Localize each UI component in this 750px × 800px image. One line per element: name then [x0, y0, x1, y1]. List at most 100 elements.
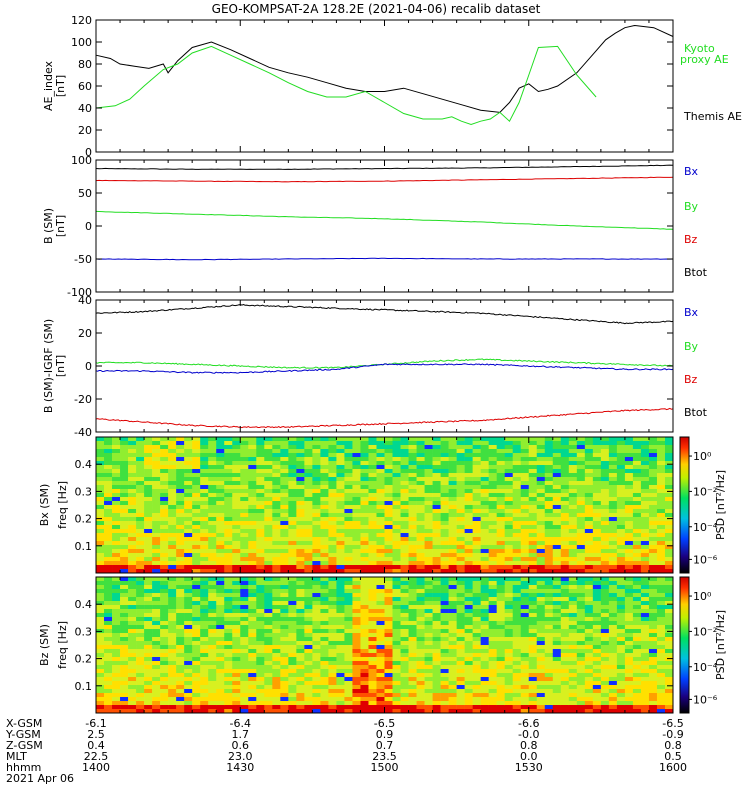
spectrogram-cell: [176, 669, 185, 674]
spectrogram-cell: [640, 453, 650, 458]
spectrogram-cell: [264, 521, 273, 526]
spectrogram-cell: [576, 625, 586, 630]
spectrogram-cell: [320, 613, 329, 618]
spectrogram-cell: [512, 697, 522, 702]
spectrogram-cell: [176, 597, 185, 602]
spectrogram-cell: [384, 549, 393, 554]
spectrogram-cell: [288, 533, 297, 538]
spectrogram-cell: [136, 701, 145, 706]
spectrogram-cell: [544, 509, 554, 514]
spectrogram-cell: [392, 529, 401, 534]
spectrogram-cell: [256, 545, 265, 550]
spectrogram-cell: [192, 449, 201, 454]
spectrogram-cell: [360, 521, 369, 526]
spectrogram-cell: [552, 497, 562, 502]
spectrogram-cell: [240, 445, 249, 450]
spectrogram-cell: [328, 441, 337, 446]
spectrogram-cell: [200, 693, 209, 698]
spectrogram-cell: [480, 621, 489, 626]
spectrogram-cell: [256, 657, 265, 662]
spectrogram-cell: [640, 473, 650, 478]
spectrogram-cell: [592, 473, 602, 478]
spectrogram-cell: [360, 517, 369, 522]
spectrogram-cell: [136, 609, 145, 614]
spectrogram-cell: [128, 597, 137, 602]
spectrogram-cell: [488, 525, 497, 530]
spectrogram-cell: [576, 641, 586, 646]
spectrogram-cell: [472, 701, 481, 706]
spectrogram-cell: [496, 569, 505, 574]
spectrogram-cell: [440, 577, 449, 582]
spectrogram-cell: [632, 493, 642, 498]
spectrogram-cell: [416, 465, 425, 470]
dbsm-legend-by: By: [684, 340, 699, 353]
spectrogram-cell: [448, 549, 457, 554]
spectrogram-cell: [520, 481, 530, 486]
spectrogram-cell: [608, 669, 618, 674]
spectrogram-cell: [376, 653, 385, 658]
spectrogram-cell: [520, 541, 530, 546]
spectrogram-cell: [424, 549, 433, 554]
spectrogram-cell: [272, 637, 281, 642]
spectrogram-cell: [144, 581, 153, 586]
spectrogram-cell: [320, 701, 329, 706]
spectrogram-cell: [624, 509, 634, 514]
spectrogram-cell: [144, 521, 153, 526]
spectrogram-cell: [224, 693, 233, 698]
spectrogram-cell: [360, 553, 369, 558]
spectrogram-cell: [424, 569, 433, 574]
spectrogram-cell: [256, 593, 265, 598]
spectrogram-cell: [368, 449, 377, 454]
spectrogram-cell: [336, 585, 345, 590]
spectrogram-cell: [256, 585, 265, 590]
spectrogram-cell: [336, 593, 345, 598]
spectrogram-cell: [464, 581, 473, 586]
spectrogram-cell: [184, 553, 193, 558]
spectrogram-cell: [232, 569, 241, 574]
spectrogram-cell: [584, 677, 594, 682]
spectrogram-cell: [496, 461, 505, 466]
spectrogram-cell: [248, 649, 257, 654]
spectrogram-cell: [624, 437, 634, 442]
spectrogram-cell: [496, 465, 505, 470]
spectrogram-cell: [272, 689, 281, 694]
spectrogram-cell: [568, 529, 578, 534]
spectrogram-cell: [168, 517, 177, 522]
spectrogram-cell: [520, 597, 530, 602]
spectrogram-cell: [240, 529, 249, 534]
spectrogram-cell: [304, 629, 313, 634]
spectrogram-cell: [376, 485, 385, 490]
spectrogram-cell: [400, 661, 409, 666]
spectrogram-cell: [224, 521, 233, 526]
spectrogram-cell: [120, 541, 129, 546]
spectrogram-cell: [296, 525, 305, 530]
spectrogram-cell: [488, 613, 497, 618]
spectrogram-cell: [424, 629, 433, 634]
spectrogram-cell: [456, 457, 465, 462]
spectrogram-cell: [600, 489, 610, 494]
spectrogram-cell: [184, 561, 193, 566]
spectrogram-cell: [416, 613, 425, 618]
spectrogram-cell: [608, 461, 618, 466]
spectrogram-cell: [512, 677, 522, 682]
spectrogram-cell: [392, 633, 401, 638]
spectrogram-cell: [432, 569, 441, 574]
spectrogram-cell: [120, 553, 129, 558]
spectrogram-cell: [112, 457, 121, 462]
spectrogram-cell: [320, 493, 329, 498]
spectrogram-cell: [552, 505, 562, 510]
spectrogram-cell: [120, 677, 129, 682]
spectrogram-cell: [200, 437, 209, 442]
spectrogram-cell: [336, 701, 345, 706]
spectrogram-cell: [152, 533, 161, 538]
spectrogram-cell: [576, 541, 586, 546]
dbsm-lines: [95, 303, 674, 429]
spectrogram-cell: [456, 473, 465, 478]
spectrogram-cell: [664, 457, 674, 462]
spectrogram-cell: [608, 529, 618, 534]
spectrogram-cell: [568, 509, 578, 514]
spectrogram-cell: [328, 529, 337, 534]
spectrogram-cell: [144, 693, 153, 698]
spectrogram-cell: [320, 565, 329, 570]
spectrogram-cell: [128, 477, 137, 482]
